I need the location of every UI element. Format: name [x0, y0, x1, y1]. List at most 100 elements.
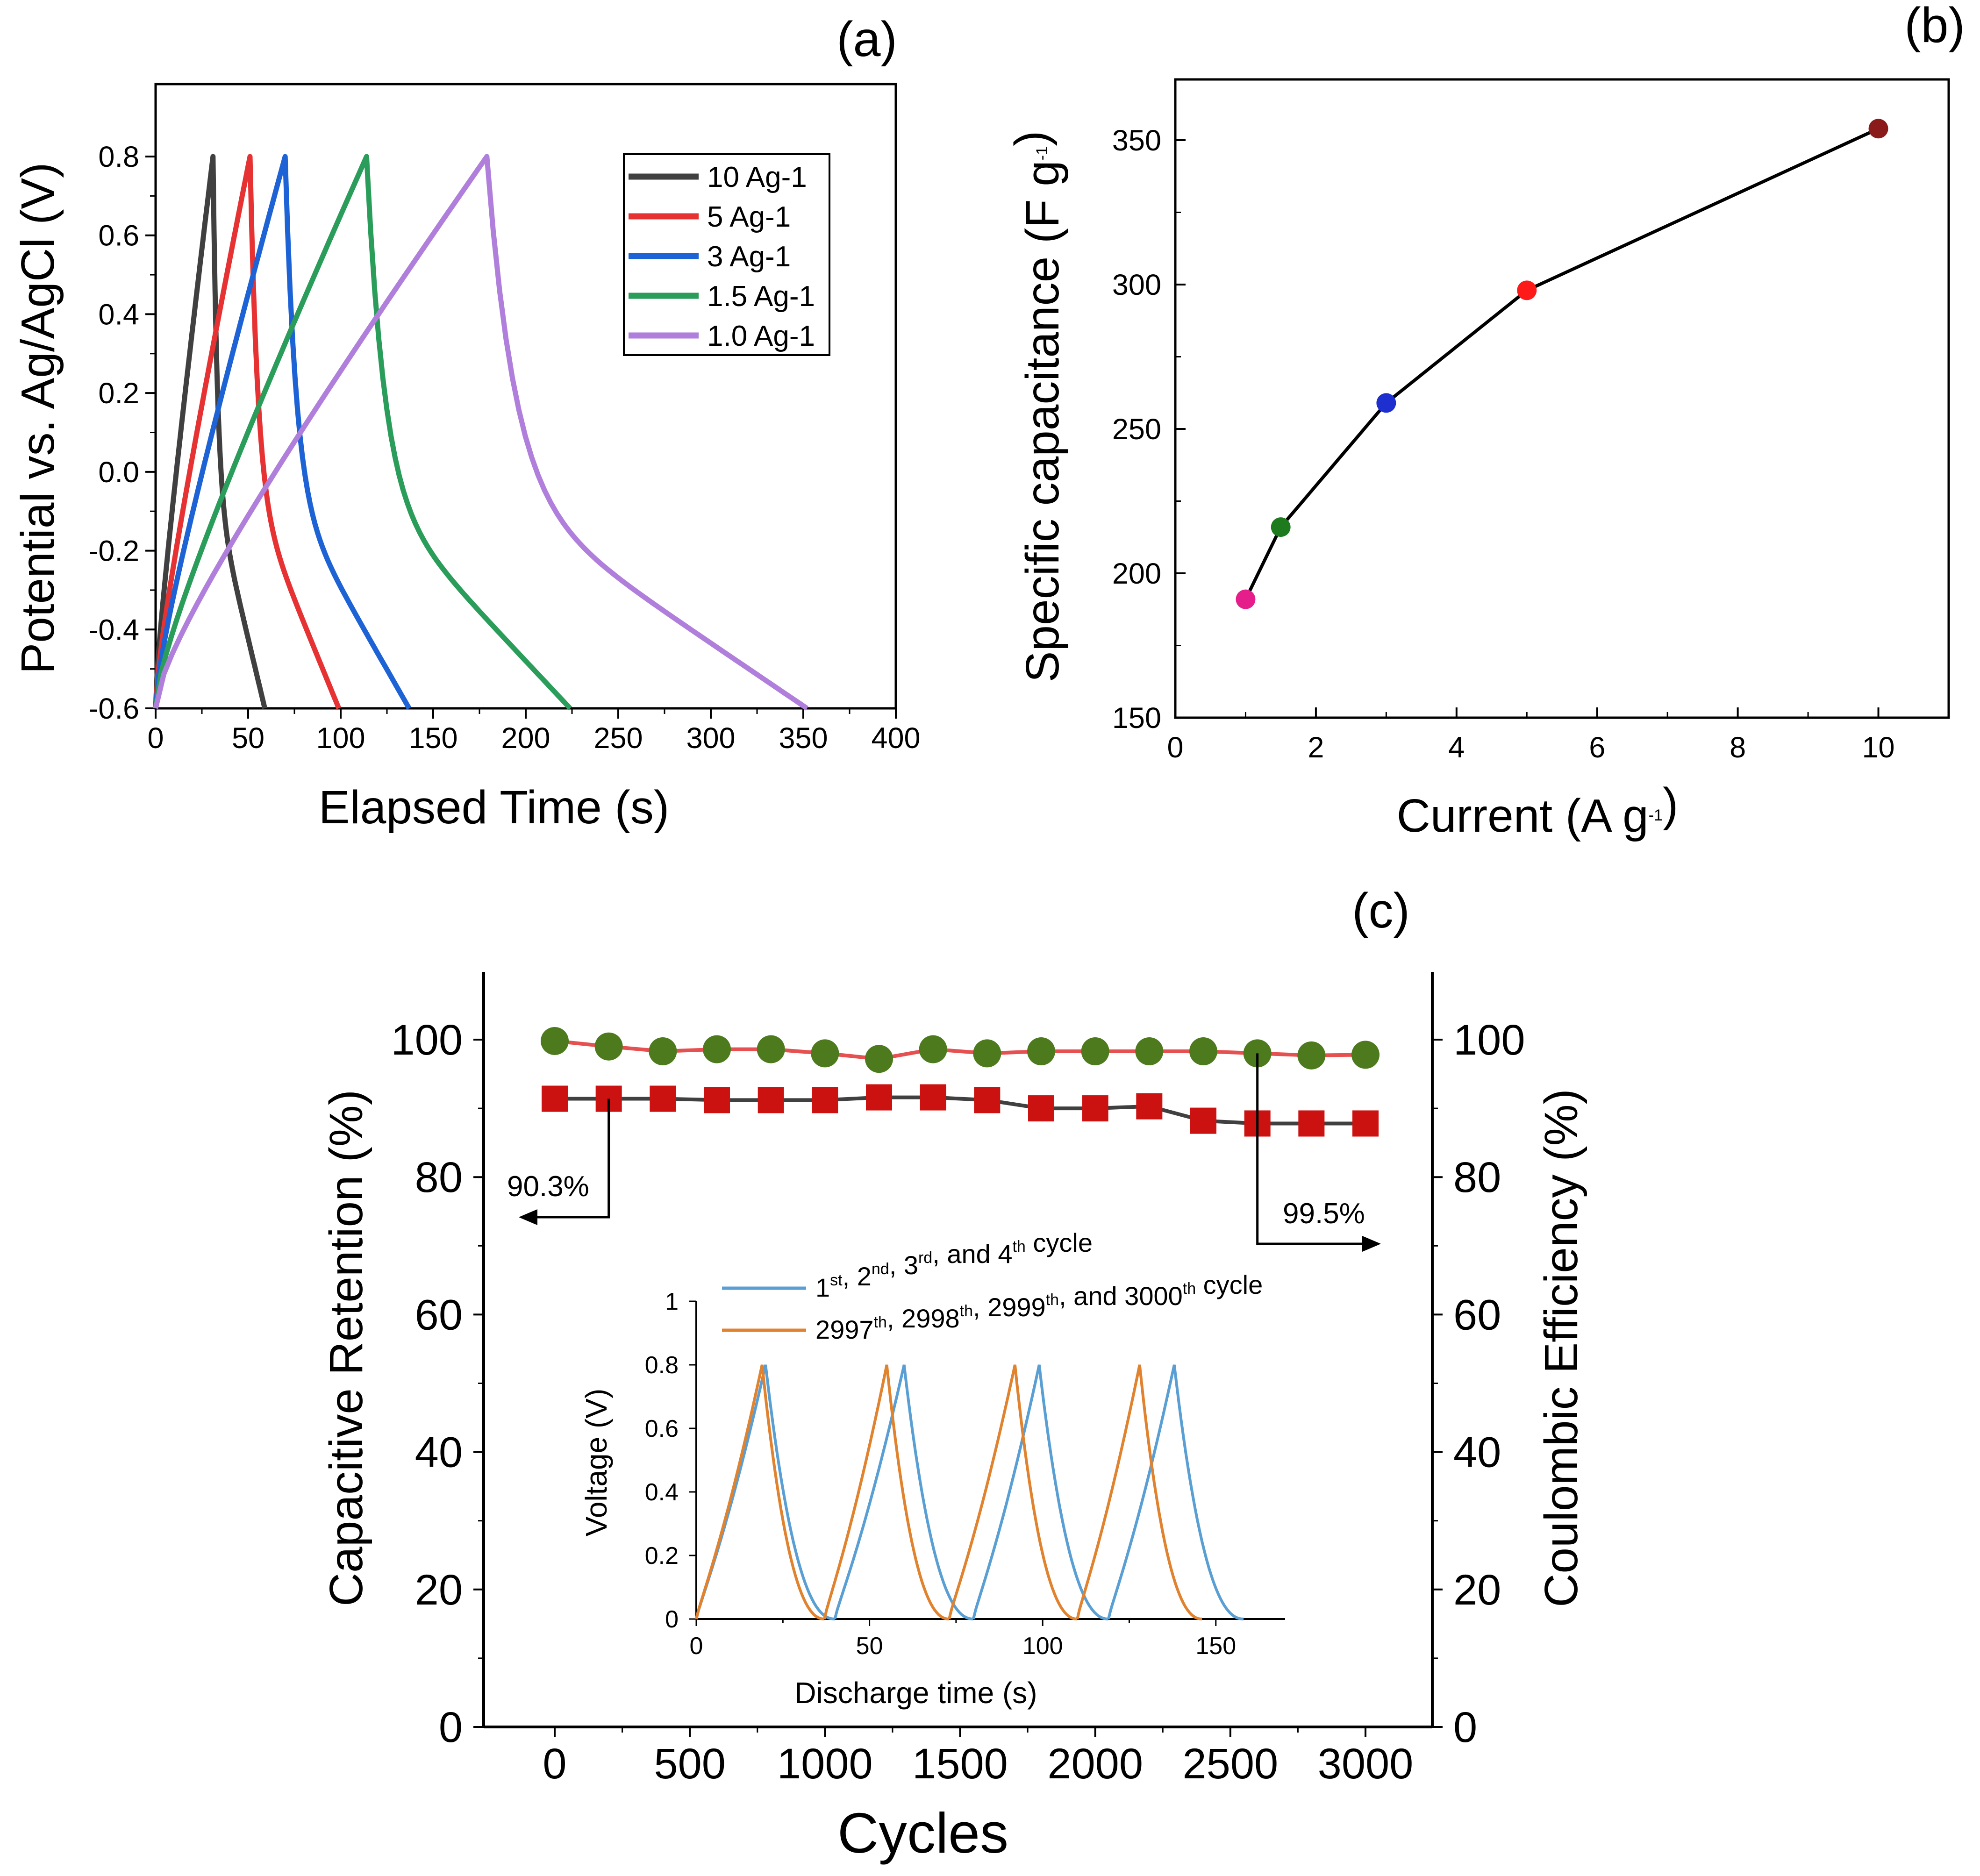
panel-a-legend-entry: 5 Ag-1: [707, 201, 791, 233]
panel-c-y-tick-label-left: 20: [415, 1566, 463, 1614]
panel-c-efficiency-marker: [703, 1035, 731, 1063]
panel-a-y-tick-label: -0.4: [88, 613, 139, 646]
panel-b-y-axis-label-superscript: -1: [1033, 146, 1051, 160]
panel-c-retention-marker: [1028, 1095, 1054, 1122]
panel-b-data-point: [1271, 517, 1291, 537]
inset-y-tick-label: 0.2: [645, 1542, 679, 1569]
inset-cycle-curve: [695, 1364, 825, 1620]
panel-b-x-tick-label: 6: [1589, 731, 1605, 764]
panel-c-efficiency-marker: [649, 1037, 677, 1066]
panel-b-x-tick-label: 10: [1862, 731, 1895, 764]
inset-y-axis-label: Voltage (V): [579, 1389, 613, 1537]
panel-b-data-point: [1868, 119, 1888, 139]
inset-x-axis-label: Discharge time (s): [794, 1676, 1037, 1710]
inset-y-tick-label: 0.6: [645, 1415, 679, 1442]
panel-c-y-tick-label-left: 40: [415, 1429, 463, 1477]
panel-c-y-tick-label-right: 100: [1453, 1016, 1525, 1064]
panel-a-series-line: [153, 154, 412, 710]
panel-b-y-tick-label: 300: [1112, 269, 1161, 301]
panel-a-legend-entry: 3 Ag-1: [707, 241, 791, 273]
panel-c-retention-marker: [758, 1087, 784, 1113]
inset-legend-entry-superscript: th: [1183, 1280, 1196, 1298]
panel-c-retention-marker: [1298, 1110, 1325, 1137]
panel-b-y-tick-label: 200: [1112, 557, 1161, 590]
panel-c-x-tick-label: 0: [543, 1740, 566, 1788]
panel-c-y-tick-label-left: 80: [415, 1154, 463, 1201]
panel-a-y-tick-label: 0.4: [98, 298, 139, 331]
panel-c-x-tick-label: 500: [654, 1740, 726, 1788]
panel-c-efficiency-marker: [1135, 1037, 1164, 1066]
panel-c-y-tick-label-right: 20: [1453, 1566, 1501, 1614]
inset-cycle-curve: [972, 1364, 1109, 1620]
inset-legend-entry-part: 1: [815, 1273, 830, 1302]
panel-a-legend-entry: 1.0 Ag-1: [707, 320, 815, 352]
panel-c-retention-marker: [704, 1087, 730, 1113]
inset-y-tick-label: 0.4: [645, 1479, 679, 1506]
panel-c-y-tick-label-right: 40: [1453, 1429, 1501, 1477]
panel-c-efficiency-marker: [1189, 1037, 1217, 1066]
inset-cycle-curve: [1076, 1364, 1202, 1620]
panel-c-x-tick-label: 1000: [777, 1740, 873, 1788]
inset-legend-entry-superscript: th: [960, 1302, 973, 1320]
panel-a-x-tick-label: 350: [779, 722, 828, 755]
inset-legend-entry-superscript: rd: [918, 1249, 932, 1267]
panel-c-retention-marker: [1190, 1107, 1216, 1134]
inset-cycle-curve: [833, 1364, 974, 1620]
inset-cycle-curve: [1107, 1364, 1244, 1620]
panel-c-efficiency-marker: [594, 1032, 623, 1061]
inset-legend-entry: 1st, 2nd, 3rd, and 4th cycle: [815, 1228, 1093, 1302]
panel-c-retention-marker: [974, 1087, 1001, 1113]
panel-c-efficiency-marker: [865, 1045, 893, 1073]
inset-legend-entry-part: , and 3000: [1059, 1281, 1183, 1311]
panel-a-x-axis-label: Elapsed Time (s): [319, 781, 669, 834]
inset-legend-entry: 2997th, 2998th, 2999th, and 3000th cycle: [815, 1270, 1263, 1344]
panel-c-right-arrow-line: [1256, 1053, 1369, 1245]
inset-legend-entry-superscript: th: [1046, 1291, 1059, 1309]
panel-c-efficiency-marker: [919, 1035, 947, 1063]
panel-a-y-tick-label: 0.6: [98, 220, 139, 252]
panel-a-legend-entry: 10 Ag-1: [707, 161, 807, 193]
panel-a-y-tick-label: -0.6: [88, 692, 139, 725]
panel-b-y-axis-label: Specific capacitance (F g-1): [1005, 131, 1069, 683]
panel-c-y-axis-label-right: Coulombic Efficiency (%): [1535, 1089, 1587, 1607]
panel-c-retention-marker: [920, 1084, 946, 1111]
panel-b-y-tick-label: 350: [1112, 124, 1161, 157]
panel-a-y-tick-label: 0.0: [98, 456, 139, 489]
panel-c-efficiency-marker: [1297, 1041, 1326, 1070]
panel-a-legend-entry: 1.5 Ag-1: [707, 280, 815, 313]
panel-c-y-tick-label-right: 80: [1453, 1154, 1501, 1201]
panel-b-data-point: [1376, 393, 1396, 413]
panel-b-data-point: [1517, 280, 1537, 300]
panel-c-retention-marker: [650, 1085, 676, 1112]
panel-c-retention-line: [555, 1095, 1365, 1126]
panel-c-y-tick-label-right: 0: [1453, 1704, 1477, 1751]
panel-a-x-tick-label: 200: [501, 722, 550, 755]
inset-legend-entry-part: , and 4: [932, 1239, 1012, 1269]
inset-legend-entry-superscript: st: [830, 1271, 843, 1289]
inset-y-tick-label: 1: [665, 1288, 679, 1315]
panel-b-x-tick-label: 8: [1730, 731, 1746, 764]
panel-c-x-tick-label: 2000: [1047, 1740, 1143, 1788]
panel-c-x-tick-label: 2500: [1182, 1740, 1278, 1788]
panel-c-right-arrowhead: [1362, 1236, 1381, 1252]
inset-y-tick-label: 0.8: [645, 1352, 679, 1379]
panel-c-x-axis-label: Cycles: [837, 1801, 1008, 1865]
panel-a-chart: (a) 0 50 100 150 200 250 300 350 400 -0.6 -0.4 -0.2 0…: [12, 12, 921, 834]
panel-c-retention-marker: [1352, 1110, 1379, 1137]
inset-legend-entry-superscript: th: [874, 1313, 887, 1331]
panel-a-y-axis-label: Potential vs. Ag/AgCl (V): [12, 163, 64, 674]
panel-c-x-tick-label: 3000: [1318, 1740, 1414, 1788]
panel-c-retention-marker: [866, 1084, 892, 1111]
panel-a-x-tick-label: 0: [147, 722, 164, 755]
panel-b-trend-line: [1244, 127, 1879, 600]
inset-legend-entry-part: , 2: [843, 1262, 872, 1291]
panel-a-label: (a): [836, 12, 897, 67]
panel-a-y-tick-label: 0.8: [98, 141, 139, 173]
panel-c-efficiency-marker: [973, 1039, 1001, 1068]
panel-a-x-tick-label: 250: [593, 722, 643, 755]
inset-cycle-curve: [948, 1364, 1078, 1620]
inset-legend-entry-part: cycle: [1196, 1270, 1263, 1299]
panel-c-left-arrow-line: [526, 1098, 610, 1219]
inset-legend-entry-part: 2997: [815, 1315, 874, 1344]
panel-a-x-tick-label: 150: [408, 722, 457, 755]
